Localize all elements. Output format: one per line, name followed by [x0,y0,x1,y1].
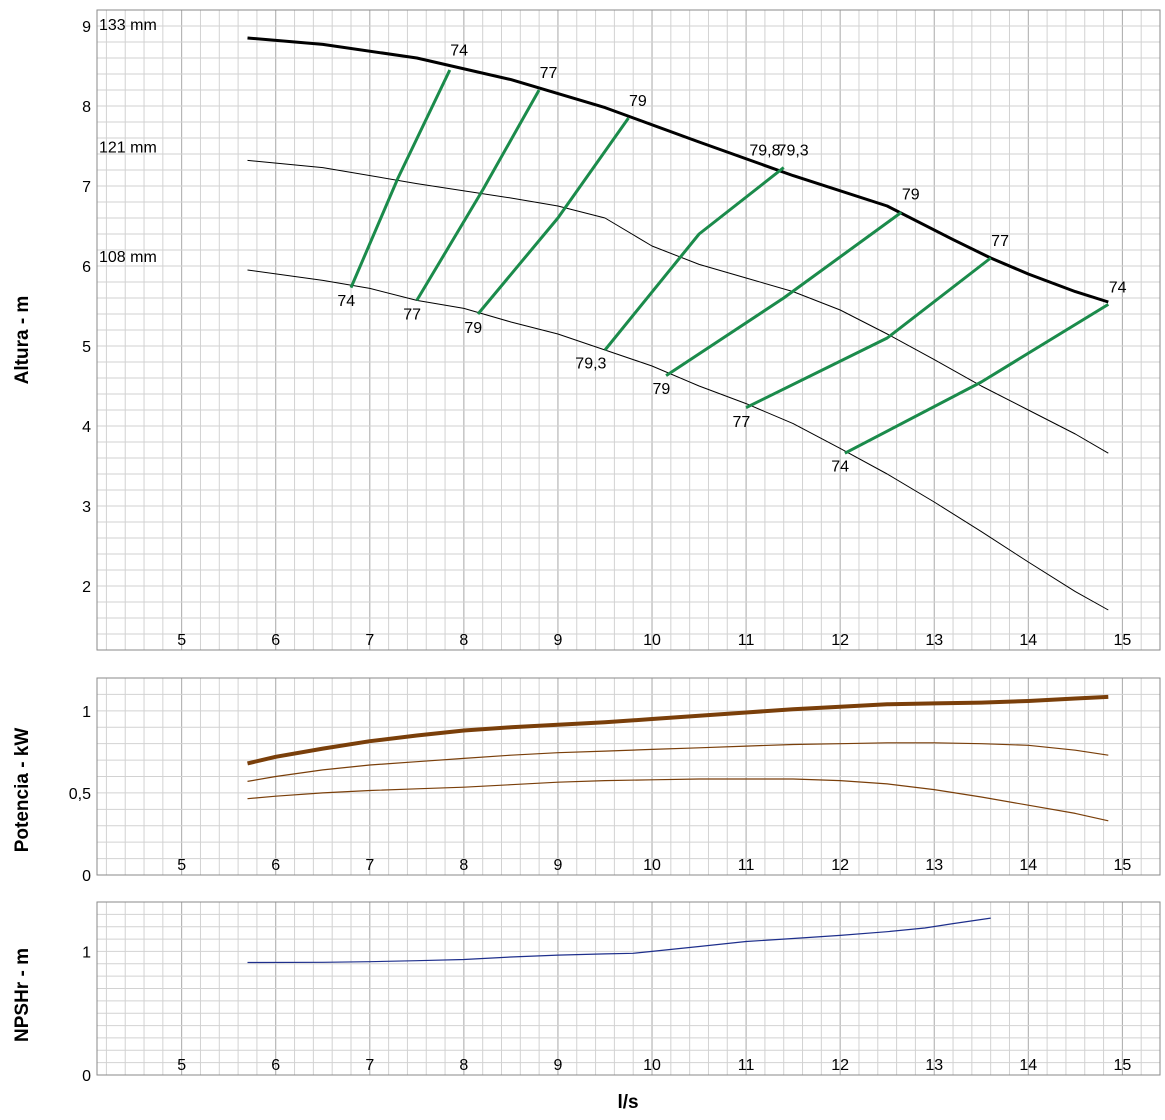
impeller-diameter-label: 121 mm [99,139,157,156]
efficiency-label: 77 [991,233,1009,250]
efficiency-label: 79,3 [778,143,809,160]
y-tick-label: 0 [82,868,91,885]
x-tick-label: 11 [738,1057,755,1074]
x-tick-label: 13 [925,857,943,874]
x-tick-label: 8 [459,857,468,874]
impeller-diameter-label: 133 mm [99,17,157,34]
x-tick-label: 5 [177,632,186,649]
series-line [247,159,1109,454]
efficiency-line [665,211,903,377]
x-tick-label: 7 [365,857,374,874]
x-tick-label: 15 [1113,1057,1131,1074]
x-tick-label: 5 [177,1057,186,1074]
efficiency-line [603,166,785,351]
power-panel: 5 6 7 8 9 10 11 12 13 14 15 0 0,5 1 Potencia - kW [12,677,1161,885]
efficiency-label: 79 [629,93,647,110]
y-tick-label: 9 [82,19,91,36]
y-tick-label: 1 [82,944,91,961]
x-tick-label: 5 [177,857,186,874]
x-tick-label: 9 [553,857,562,874]
efficiency-label: 79,3 [575,355,606,372]
grid [97,9,1161,651]
x-tick-label: 14 [1019,1057,1037,1074]
y-axis-title: Potencia - kW [12,728,33,853]
x-tick-label: 10 [643,1057,661,1074]
efficiency-label: 79,8 [749,143,780,160]
x-tick-label: 13 [925,632,943,649]
x-tick-label: 14 [1019,857,1037,874]
x-tick-label: 10 [643,857,661,874]
y-tick-label: 1 [82,704,91,721]
x-tick-label: 15 [1113,857,1131,874]
x-tick-label: 6 [271,1057,280,1074]
y-tick-label: 7 [82,179,91,196]
series-line [247,269,1109,611]
efficiency-line [745,256,992,409]
x-tick-label: 6 [271,632,280,649]
x-tick-label: 7 [365,632,374,649]
efficiency-label: 77 [403,307,421,324]
y-tick-label: 0,5 [69,786,91,803]
x-tick-label: 9 [553,1057,562,1074]
x-axis-title: l/s [617,1092,638,1113]
efficiency-label: 74 [831,459,849,476]
y-tick-label: 4 [82,419,91,436]
x-tick-label: 11 [738,632,755,649]
x-tick-label: 13 [925,1057,943,1074]
x-tick-label: 12 [831,857,849,874]
y-tick-label: 2 [82,579,91,596]
efficiency-label: 74 [337,293,355,310]
efficiency-line [476,117,630,315]
x-tick-label: 8 [459,632,468,649]
npsh-panel: 5 6 7 8 9 10 11 12 13 14 15 0 1 NPSHr - m [12,901,1161,1085]
efficiency-label: 77 [732,414,750,431]
efficiency-line [844,303,1110,455]
series-line [247,917,991,964]
series-line [247,778,1109,822]
y-tick-label: 5 [82,339,91,356]
x-tick-label: 9 [553,632,562,649]
x-tick-label: 15 [1113,632,1131,649]
head-panel: 5 6 7 8 9 10 11 12 13 14 15 2 3 4 5 6 7 8 9 Altura - m 133 m… [12,9,1161,651]
y-tick-label: 6 [82,259,91,276]
x-tick-label: 10 [643,632,661,649]
x-tick-label: 12 [831,632,849,649]
x-tick-label: 8 [459,1057,468,1074]
impeller-diameter-label: 108 mm [99,249,157,266]
efficiency-line [415,89,541,302]
x-tick-label: 6 [271,857,280,874]
x-tick-label: 12 [831,1057,849,1074]
efficiency-label: 74 [450,43,468,60]
plot-frame [96,9,1161,651]
efficiency-label: 79 [464,320,482,337]
series-line [247,742,1109,782]
efficiency-line [349,69,452,289]
efficiency-label: 79 [902,187,920,204]
grid [97,677,1161,876]
x-tick-label: 14 [1019,632,1037,649]
series-line [247,36,1109,304]
y-tick-label: 0 [82,1068,91,1085]
y-axis-title: Altura - m [12,296,33,385]
x-tick-label: 11 [738,857,755,874]
grid [97,901,1161,1076]
y-axis-title: NPSHr - m [12,948,33,1042]
y-tick-label: 8 [82,99,91,116]
efficiency-label: 77 [540,65,558,82]
plot-frame [96,901,1161,1076]
plot-frame [96,677,1161,876]
efficiency-label: 74 [1109,279,1127,296]
efficiency-label: 79 [653,381,671,398]
x-tick-label: 7 [365,1057,374,1074]
y-tick-label: 3 [82,499,91,516]
series-line [247,694,1109,766]
